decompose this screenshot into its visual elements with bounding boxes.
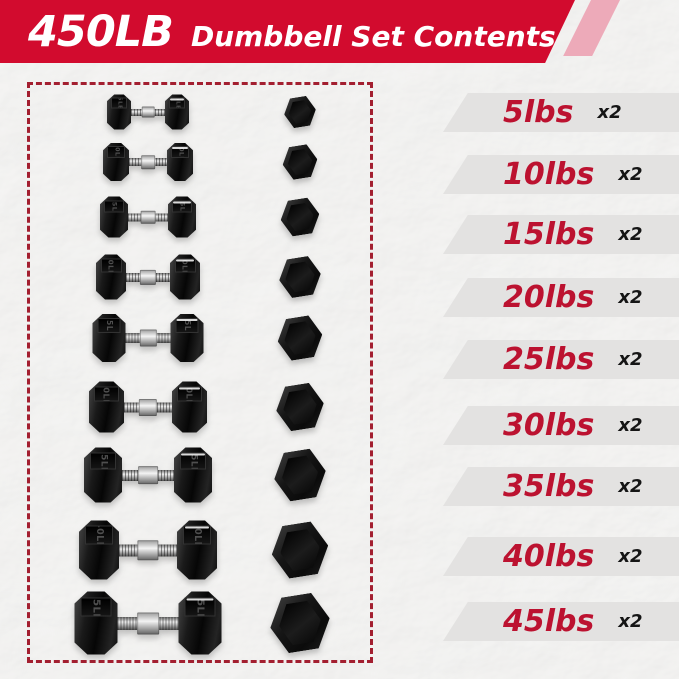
- weight-plate-panel: 35LB: [89, 452, 117, 470]
- head-highlight: [169, 98, 185, 101]
- weight-plate-panel: 45LB: [80, 597, 112, 617]
- weight-plate-panel: 40LB: [85, 525, 113, 545]
- dumbbell-head-left: 30LB: [89, 381, 124, 433]
- dumbbell-side-icon: 15LB 15LB: [100, 196, 196, 238]
- dumbbell-side-icon: 10LB 10LB: [103, 143, 193, 181]
- dumbbell-head-left: 5LB: [107, 94, 131, 130]
- count-label: x2: [618, 286, 643, 308]
- dumbbell-side-icon: 25LB 25LB: [92, 314, 204, 362]
- weight-band: 40lbs x2: [443, 537, 679, 576]
- weight-plate-panel: 20LB: [174, 258, 196, 273]
- handle-collar: [140, 210, 156, 224]
- head-highlight: [175, 259, 195, 262]
- weight-plate-panel: 10LB: [170, 146, 190, 159]
- count-label: x2: [618, 610, 643, 632]
- weight-label: 35lbs: [503, 468, 595, 504]
- count-label: x2: [597, 101, 622, 123]
- weight-band: 20lbs x2: [443, 278, 679, 317]
- count-label: x2: [618, 414, 643, 436]
- dumbbell-side-icon: 5LB 5LB: [107, 94, 189, 130]
- weight-label: 25lbs: [503, 341, 595, 377]
- weight-plate-panel: 20LB: [100, 258, 122, 273]
- weight-band: 45lbs x2: [443, 602, 679, 641]
- head-highlight: [184, 526, 210, 529]
- weight-plate-panel: 15LB: [172, 200, 192, 213]
- count-label: x2: [618, 223, 643, 245]
- dumbbell-side-icon: 45LB 45LB: [74, 591, 222, 655]
- weight-label: 20lbs: [503, 279, 595, 315]
- weight-plate-panel: 45LB: [184, 597, 216, 617]
- dumbbell-head-right: 25LB: [170, 314, 204, 362]
- weight-plate-panel: 10LB: [106, 146, 126, 159]
- page-title: Dumbbell Set Contents: [190, 20, 556, 53]
- weight-label: 10lbs: [503, 156, 595, 192]
- dumbbell-head-left: 45LB: [74, 591, 118, 655]
- weight-plate-panel: 25LB: [97, 318, 121, 334]
- dumbbell-head-right: 45LB: [178, 591, 222, 655]
- weight-plate-panel: 25LB: [175, 318, 199, 334]
- dumbbell-side-icon: 40LB 40LB: [79, 520, 217, 580]
- head-highlight: [173, 201, 191, 203]
- handle-collar: [137, 539, 159, 561]
- header-text: 450LB Dumbbell Set Contents: [28, 11, 556, 54]
- header-banner: 450LB Dumbbell Set Contents: [0, 0, 575, 63]
- dumbbell-head-left: 35LB: [84, 447, 122, 503]
- handle-collar: [141, 106, 155, 118]
- head-highlight: [178, 387, 201, 390]
- weight-plate-panel: 30LB: [94, 386, 119, 402]
- dumbbell-side-icon: 30LB 30LB: [89, 381, 207, 433]
- handle-collar: [141, 155, 155, 169]
- head-highlight: [181, 453, 205, 456]
- handle-collar: [139, 329, 157, 347]
- count-label: x2: [618, 475, 643, 497]
- count-label: x2: [618, 163, 643, 185]
- weight-band: 15lbs x2: [443, 215, 679, 254]
- dumbbell-head-right: 35LB: [174, 447, 212, 503]
- dumbbell-head-right: 15LB: [168, 196, 196, 238]
- dumbbell-side-icon: 20LB 20LB: [96, 254, 200, 300]
- total-weight-label: 450LB: [28, 7, 174, 57]
- weight-label: 40lbs: [503, 538, 595, 574]
- weight-band: 10lbs x2: [443, 155, 679, 194]
- weight-plate-panel: 5LB: [168, 97, 186, 109]
- dumbbell-head-right: 10LB: [167, 143, 193, 181]
- handle-collar: [138, 465, 158, 485]
- handle-collar: [136, 611, 160, 635]
- weight-label: 5lbs: [503, 94, 574, 130]
- handle-collar: [138, 398, 158, 416]
- dumbbell-head-right: 20LB: [170, 254, 200, 300]
- weight-plate-panel: 15LB: [104, 200, 124, 213]
- weight-label: 15lbs: [503, 216, 595, 252]
- head-highlight: [171, 147, 189, 150]
- weight-band: 35lbs x2: [443, 467, 679, 506]
- weight-plate-panel: 40LB: [183, 525, 211, 545]
- handle-collar: [139, 269, 157, 285]
- dumbbell-head-left: 25LB: [92, 314, 126, 362]
- weight-label: 45lbs: [503, 603, 595, 639]
- weight-plate-panel: 35LB: [179, 452, 207, 470]
- dumbbell-head-right: 30LB: [172, 381, 207, 433]
- weight-band: 25lbs x2: [443, 340, 679, 379]
- count-label: x2: [618, 545, 643, 567]
- count-label: x2: [618, 348, 643, 370]
- dumbbell-head-left: 20LB: [96, 254, 126, 300]
- dumbbell-head-left: 10LB: [103, 143, 129, 181]
- dumbbell-head-right: 40LB: [177, 520, 217, 580]
- weight-label: 30lbs: [503, 407, 595, 443]
- dumbbell-side-icon: 35LB 35LB: [84, 447, 212, 503]
- weight-plate-panel: 30LB: [177, 386, 202, 402]
- weight-band: 5lbs x2: [443, 93, 679, 132]
- head-highlight: [186, 598, 214, 601]
- dumbbell-head-right: 5LB: [165, 94, 189, 130]
- dumbbell-head-left: 15LB: [100, 196, 128, 238]
- weight-plate-panel: 5LB: [110, 97, 128, 109]
- head-highlight: [176, 319, 198, 322]
- contents-box: [27, 82, 373, 663]
- dumbbell-head-left: 40LB: [79, 520, 119, 580]
- weight-band: 30lbs x2: [443, 406, 679, 445]
